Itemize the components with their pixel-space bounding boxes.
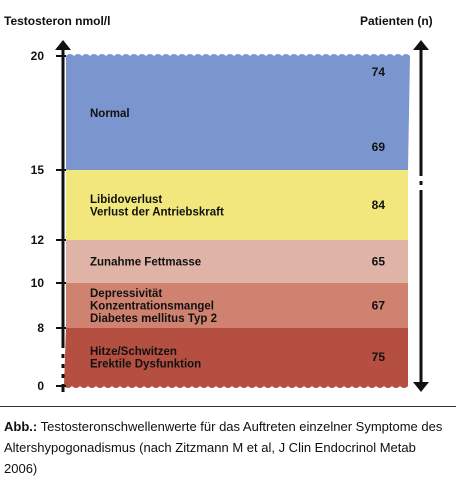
patients-axis-title: Patienten (n) bbox=[360, 14, 433, 28]
band-label-0-0: Hitze/Schwitzen bbox=[90, 346, 177, 358]
caption-text: Testosteronschwellenwerte für das Auftre… bbox=[4, 419, 443, 476]
band-label-1-0: Depressivität bbox=[90, 288, 162, 300]
band-2 bbox=[66, 240, 408, 283]
band-label-0-1: Erektile Dysfunktion bbox=[90, 358, 201, 370]
band-label-4-0: Normal bbox=[90, 108, 130, 120]
caption-prefix: Abb.: bbox=[4, 419, 38, 434]
band-4 bbox=[66, 54, 410, 170]
patient-count-5: 75 bbox=[372, 350, 386, 364]
patients-axis-arrow-up bbox=[413, 40, 429, 50]
band-1 bbox=[66, 283, 408, 328]
patients-axis-arrow-down bbox=[413, 382, 429, 392]
y-tick-label-5: 20 bbox=[31, 49, 45, 63]
y-tick-label-0: 0 bbox=[37, 379, 44, 393]
band-label-1-1: Konzentrationsmangel bbox=[90, 301, 214, 313]
patient-count-0: 74 bbox=[372, 65, 386, 79]
patient-count-4: 67 bbox=[372, 299, 386, 313]
caption-separator bbox=[0, 406, 456, 407]
band-label-1-2: Diabetes mellitus Typ 2 bbox=[90, 313, 217, 325]
figure-caption: Abb.: Testosteronschwellenwerte für das … bbox=[4, 416, 452, 479]
band-label-2-0: Zunahme Fettmasse bbox=[90, 257, 201, 269]
y-tick-label-3: 12 bbox=[31, 233, 45, 247]
y-tick-label-2: 10 bbox=[31, 276, 45, 290]
band-3 bbox=[66, 170, 408, 240]
y-axis-arrow bbox=[55, 40, 71, 50]
y-tick-label-4: 15 bbox=[31, 163, 45, 177]
patient-count-2: 84 bbox=[372, 198, 386, 212]
band-label-3-1: Verlust der Antriebskraft bbox=[90, 206, 224, 218]
band-label-3-0: Libidoverlust bbox=[90, 194, 162, 206]
y-tick-label-1: 8 bbox=[37, 321, 44, 335]
patient-count-3: 65 bbox=[372, 255, 386, 269]
patient-count-1: 69 bbox=[372, 140, 386, 154]
y-axis-title: Testosteron nmol/l bbox=[4, 14, 111, 28]
band-0 bbox=[64, 328, 408, 388]
